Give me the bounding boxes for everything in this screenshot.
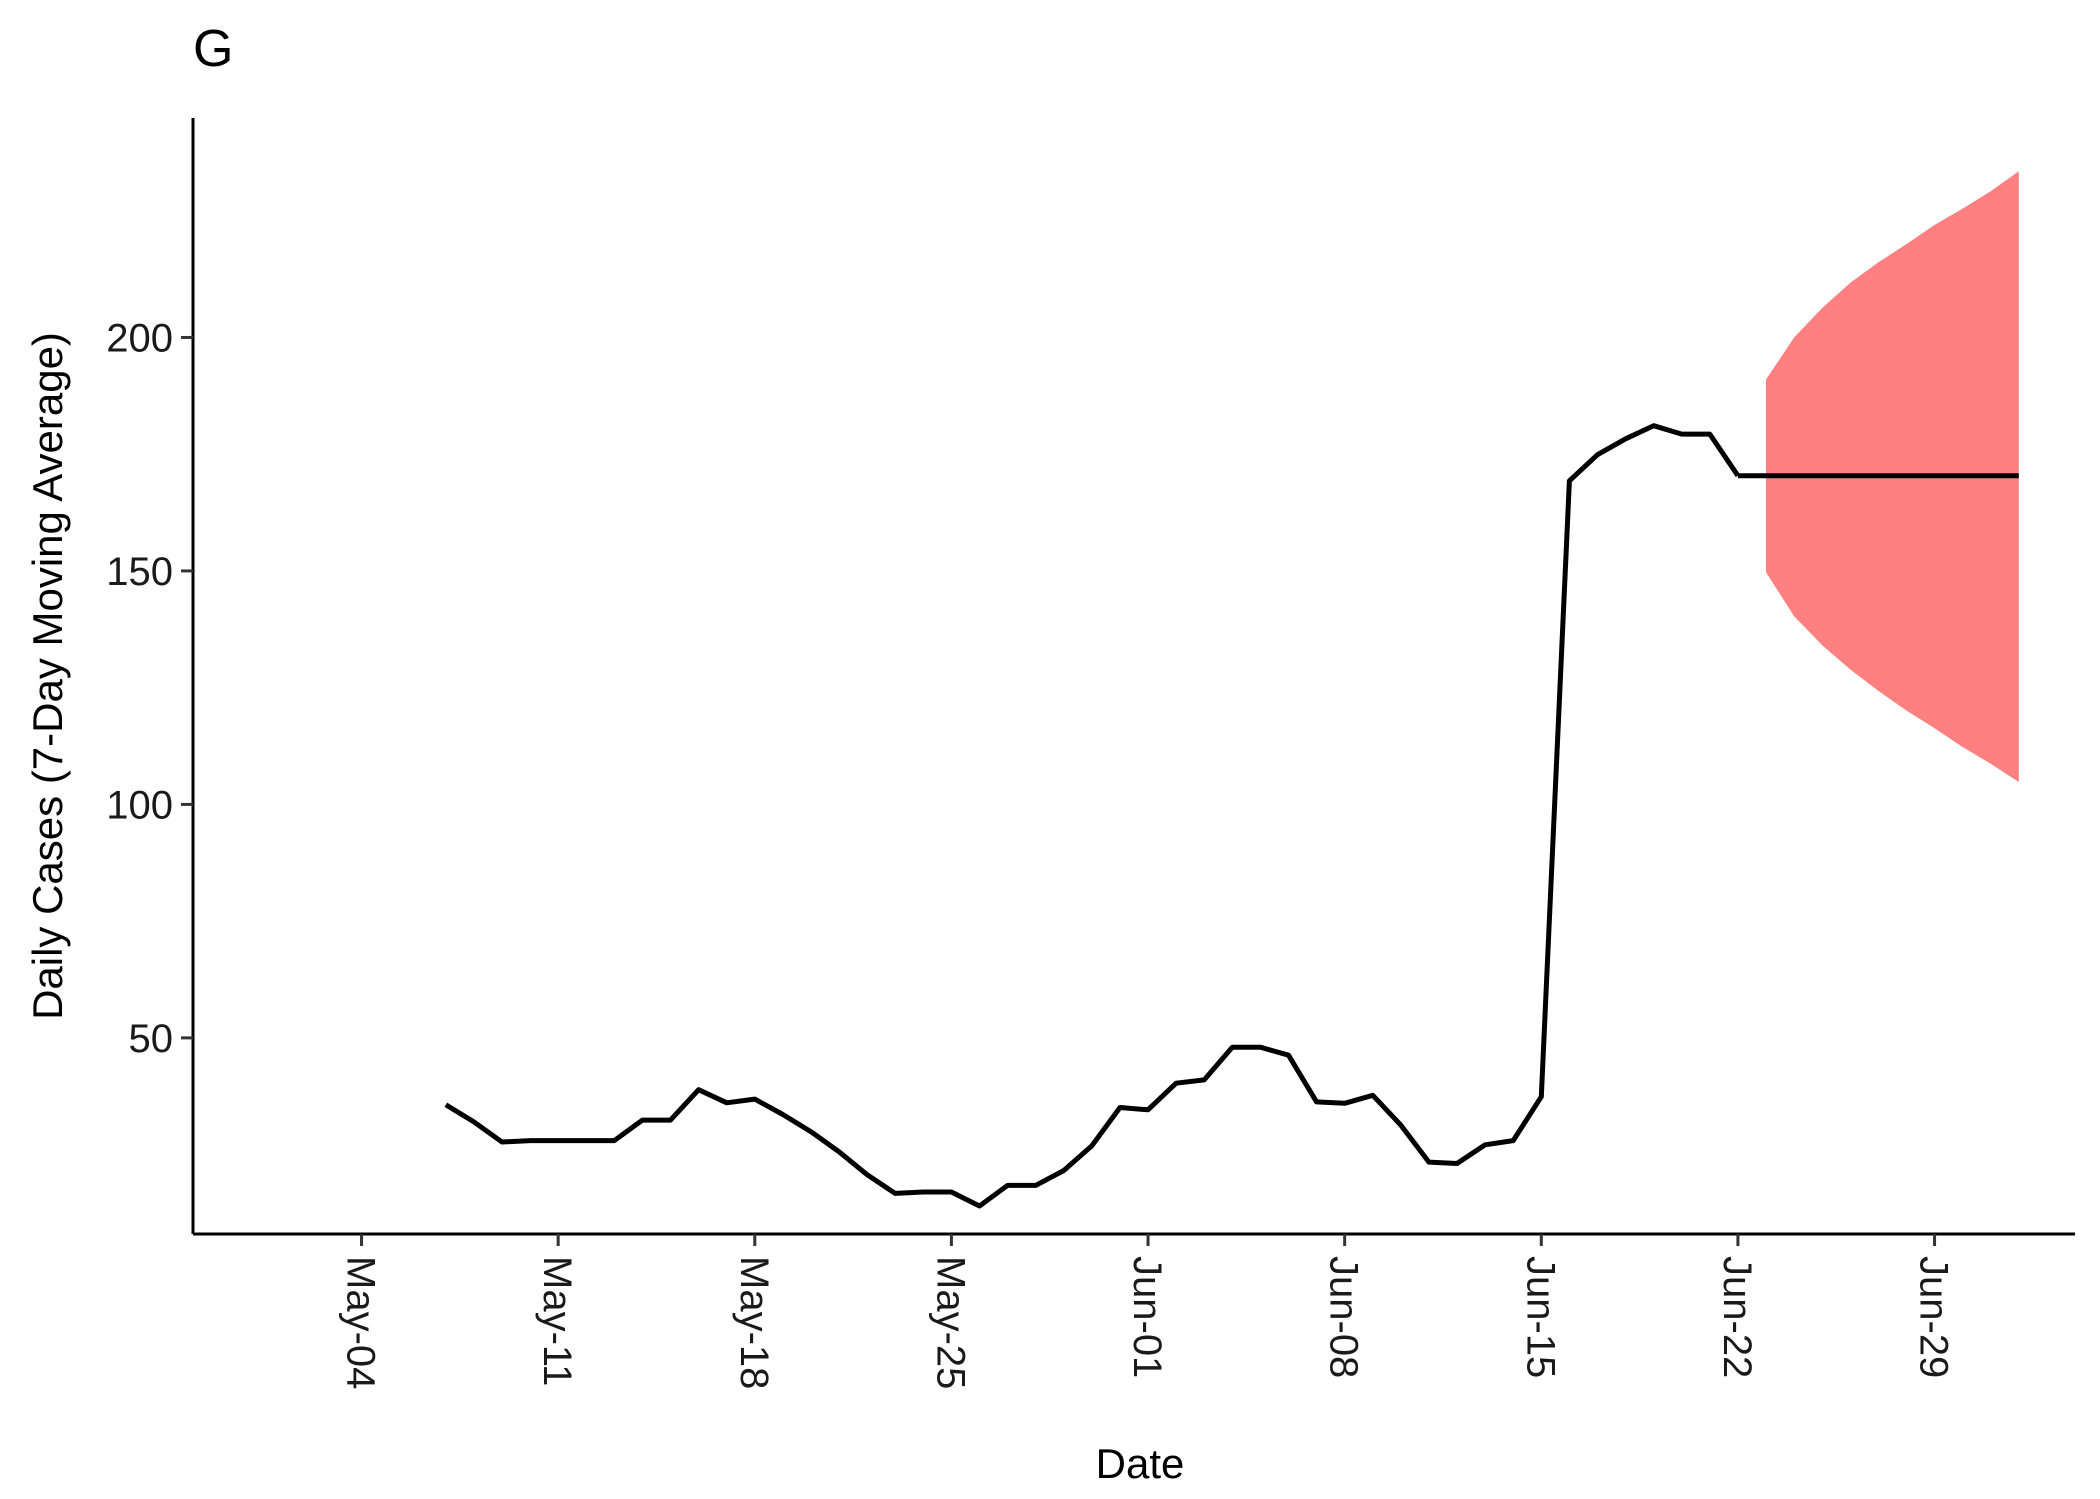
x-tick-label: May-11	[535, 1256, 579, 1386]
y-tick-label: 200	[106, 316, 173, 360]
x-tick-label: May-18	[732, 1256, 776, 1389]
y-tick-label: 100	[106, 783, 173, 827]
x-tick-label: May-25	[928, 1256, 972, 1389]
x-tick-label: Jun-08	[1322, 1256, 1366, 1378]
panel-label: G	[193, 20, 233, 78]
y-tick-label: 150	[106, 550, 173, 594]
x-axis-title: Date	[1096, 1440, 1185, 1487]
y-tick-label: 50	[129, 1017, 174, 1061]
x-tick-label: Jun-15	[1518, 1256, 1562, 1378]
x-tick-label: Jun-01	[1125, 1256, 1169, 1378]
observed-series-line	[444, 423, 1740, 1209]
y-axis-title: Daily Cases (7-Day Moving Average)	[24, 332, 71, 1020]
x-tick-label: May-04	[339, 1256, 383, 1389]
x-tick-label: Jun-22	[1715, 1256, 1759, 1378]
x-tick-label: Jun-29	[1912, 1256, 1956, 1378]
